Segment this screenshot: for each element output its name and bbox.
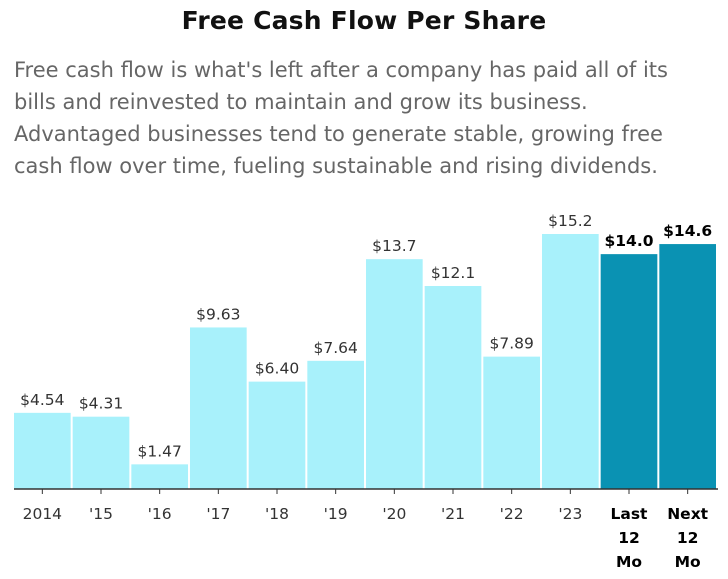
- value-label-10: $15.2: [548, 212, 592, 230]
- value-label-2: $4.31: [79, 395, 123, 413]
- x-tick-label-3: '16: [148, 505, 172, 523]
- value-label-7: $13.7: [372, 237, 416, 255]
- chart-title: Free Cash Flow Per Share: [181, 6, 547, 35]
- bar-4: [190, 327, 247, 489]
- x-tick-label-6: '19: [324, 505, 348, 523]
- value-label-6: $7.64: [313, 339, 357, 357]
- value-label-12: $14.6: [663, 222, 712, 240]
- value-label-5: $6.40: [255, 360, 299, 378]
- x-tick-label-4: '17: [206, 505, 230, 523]
- value-label-11: $14.0: [604, 232, 653, 250]
- bar-9: [483, 356, 540, 489]
- bar-11: [600, 254, 658, 489]
- x-tick-label-8: '21: [441, 505, 465, 523]
- value-label-3: $1.47: [137, 442, 181, 460]
- x-tick-label-11-line-2: 12: [618, 529, 640, 547]
- x-tick-label-10: '23: [558, 505, 582, 523]
- bar-1: [14, 412, 71, 489]
- x-tick-label-5: '18: [265, 505, 289, 523]
- chart-subtitle: Free cash flow is what's left after a co…: [14, 58, 668, 178]
- bar-12: [659, 244, 716, 489]
- bar-8: [424, 286, 482, 489]
- value-label-8: $12.1: [431, 264, 475, 282]
- value-label-4: $9.63: [196, 305, 240, 323]
- bar-6: [307, 360, 364, 489]
- x-tick-label-11-line-3: Mo: [616, 553, 642, 571]
- x-tick-label-12-line-1: Next: [667, 505, 708, 523]
- value-label-1: $4.54: [20, 391, 64, 409]
- x-tick-label-11-line-1: Last: [611, 505, 649, 523]
- x-tick-label-9: '22: [500, 505, 524, 523]
- x-tick-label-7: '20: [382, 505, 406, 523]
- bar-5: [248, 381, 306, 489]
- x-tick-label-1: 2014: [23, 505, 62, 523]
- bar-3: [131, 464, 188, 489]
- bar-10: [542, 234, 599, 489]
- x-tick-label-12-line-3: Mo: [675, 553, 701, 571]
- bar-7: [366, 259, 423, 489]
- x-tick-label-2: '15: [89, 505, 113, 523]
- value-label-9: $7.89: [489, 335, 533, 353]
- bar-2: [72, 416, 130, 489]
- x-tick-label-12-line-2: 12: [677, 529, 699, 547]
